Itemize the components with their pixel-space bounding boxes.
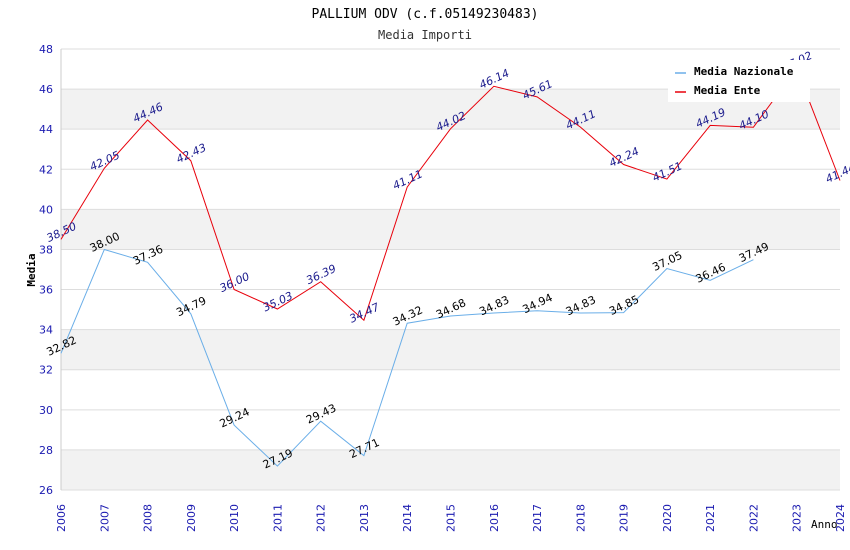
chart-title: PALLIUM ODV (c.f.05149230483): [312, 7, 539, 22]
data-label: 41.11: [391, 167, 425, 192]
grid-band: [61, 209, 840, 250]
x-tick-label: 2014: [401, 504, 414, 532]
y-tick-label: 38: [39, 243, 53, 256]
y-tick-label: 48: [39, 43, 53, 56]
x-tick-label: 2010: [228, 504, 241, 532]
series-lines: [60, 67, 841, 467]
x-axis-label: Anno: [811, 518, 838, 531]
y-tick-label: 30: [39, 404, 53, 417]
data-label: 34.94: [521, 291, 555, 316]
data-label: 36.46: [694, 261, 728, 286]
y-tick-label: 34: [39, 324, 53, 337]
y-ticks: 26 28 30 32 34 36 38 40 42 44 46 48: [39, 43, 53, 497]
data-label: 37.05: [650, 249, 684, 274]
y-tick-label: 26: [39, 484, 53, 497]
data-label: 34.47: [347, 300, 381, 325]
y-axis-label: Media: [25, 253, 38, 286]
x-tick-label: 2013: [358, 504, 371, 532]
legend-box: [668, 60, 810, 102]
x-tick-label: 2015: [445, 504, 458, 532]
x-tick-label: 2021: [704, 504, 717, 532]
x-tick-label: 2009: [185, 504, 198, 532]
y-tick-label: 32: [39, 364, 53, 377]
y-tick-label: 42: [39, 163, 53, 176]
x-tick-label: 2024: [834, 504, 847, 532]
x-tick-label: 2012: [315, 504, 328, 532]
x-tick-label: 2019: [618, 504, 631, 532]
x-tick-label: 2023: [791, 504, 804, 532]
grid-band: [61, 329, 840, 370]
data-label: 34.85: [607, 293, 641, 318]
x-tick-label: 2007: [98, 504, 111, 532]
series-line-media-nazionale: [60, 248, 754, 467]
legend: Media Nazionale Media Ente: [668, 60, 810, 102]
legend-label-media-nazionale: Media Nazionale: [694, 65, 794, 78]
y-tick-label: 28: [39, 444, 53, 457]
x-tick-label: 2020: [661, 504, 674, 532]
data-label: 42.05: [88, 149, 122, 174]
data-label: 29.24: [218, 405, 252, 430]
data-label: 41.44: [823, 161, 850, 186]
series-line-media-ente: [60, 67, 841, 322]
data-label: 46.14: [477, 67, 511, 92]
data-label: 29.43: [304, 402, 338, 427]
x-tick-label: 2006: [55, 504, 68, 532]
y-tick-label: 40: [39, 203, 53, 216]
y-tick-label: 44: [39, 123, 53, 136]
x-ticks: 2006 2007 2008 2009 2010 2011 2012 2013 2014 2015…: [55, 504, 847, 532]
x-tick-label: 2018: [574, 504, 587, 532]
x-tick-label: 2008: [142, 504, 155, 532]
data-label: 35.03: [261, 289, 295, 314]
data-label: 41.51: [650, 159, 684, 184]
data-label: 42.24: [607, 145, 641, 170]
data-label: 34.32: [391, 304, 425, 329]
data-label: 36.00: [218, 270, 252, 295]
legend-label-media-ente: Media Ente: [694, 84, 761, 97]
data-label: 34.83: [477, 293, 511, 318]
x-tick-label: 2022: [747, 504, 760, 532]
data-label: 34.68: [434, 296, 468, 321]
x-tick-label: 2016: [488, 504, 501, 532]
x-tick-label: 2011: [271, 504, 284, 532]
x-tick-label: 2017: [531, 504, 544, 532]
data-label: 36.39: [304, 262, 338, 287]
y-tick-label: 36: [39, 284, 53, 297]
y-tick-label: 46: [39, 83, 53, 96]
grid-band: [61, 449, 840, 490]
chart-subtitle: Media Importi: [378, 28, 472, 42]
data-label: 34.83: [564, 293, 598, 318]
